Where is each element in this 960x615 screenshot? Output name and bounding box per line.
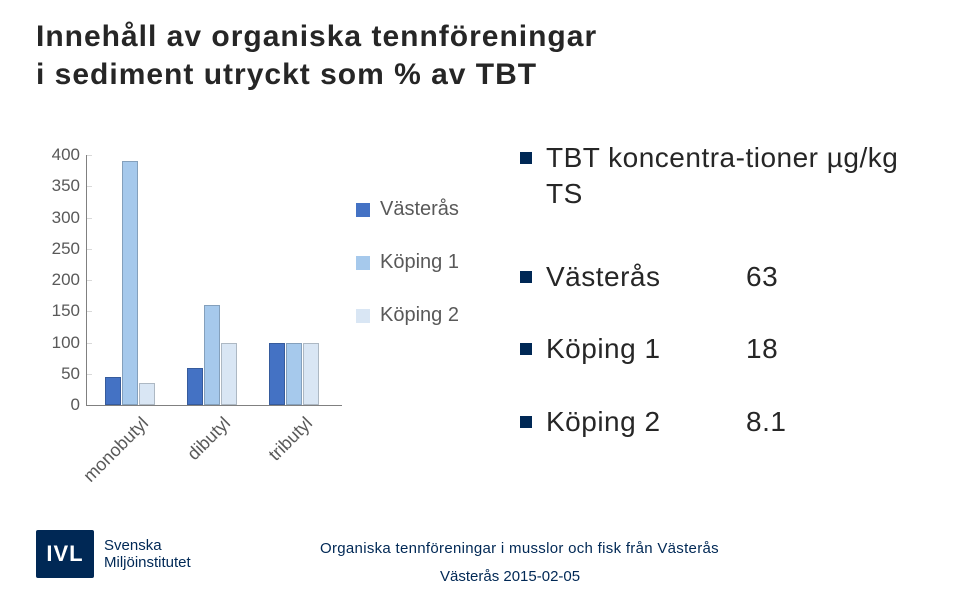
legend-item: Västerås bbox=[356, 198, 486, 221]
x-category-label: monobutyl bbox=[60, 413, 153, 506]
legend-label: Köping 2 bbox=[380, 304, 459, 327]
logo-line2: Miljöinstitutet bbox=[104, 554, 191, 571]
bar bbox=[221, 343, 237, 406]
bullet-place: Västerås bbox=[546, 259, 746, 295]
bullet-value: 8.1 bbox=[746, 406, 786, 437]
bullet-marker bbox=[520, 152, 532, 164]
chart-legend: Västerås Köping 1 Köping 2 bbox=[356, 198, 486, 357]
page-title: Innehåll av organiska tennföreningar i s… bbox=[36, 18, 597, 93]
legend-label: Köping 1 bbox=[380, 251, 459, 274]
bullet-place: Köping 2 bbox=[546, 404, 746, 440]
bullet-marker bbox=[520, 416, 532, 428]
bar bbox=[122, 161, 138, 405]
legend-item: Köping 2 bbox=[356, 304, 486, 327]
bullet-marker bbox=[520, 343, 532, 355]
legend-label: Västerås bbox=[380, 198, 459, 221]
y-tick-label: 0 bbox=[71, 395, 80, 415]
bullet-header: TBT koncentra-tioner µg/kg TS bbox=[520, 140, 920, 213]
ivl-logo: IVL Svenska Miljöinstitutet bbox=[36, 530, 191, 578]
bullet-item: Köping 28.1 bbox=[520, 404, 920, 440]
bar bbox=[204, 305, 220, 405]
bullet-item: Västerås63 bbox=[520, 259, 920, 295]
bar bbox=[286, 343, 302, 406]
y-tick-label: 100 bbox=[52, 333, 80, 353]
plot-area bbox=[86, 155, 342, 406]
footer-line: Organiska tennföreningar i musslor och f… bbox=[320, 540, 719, 557]
y-tick-label: 250 bbox=[52, 239, 80, 259]
bullet-item: Köping 118 bbox=[520, 331, 920, 367]
x-category-label: tributyl bbox=[224, 413, 317, 506]
y-tick-label: 200 bbox=[52, 270, 80, 290]
bar bbox=[303, 343, 319, 406]
bar bbox=[269, 343, 285, 406]
y-axis: 050100150200250300350400 bbox=[36, 155, 86, 405]
legend-item: Köping 1 bbox=[356, 251, 486, 274]
bullet-value: 63 bbox=[746, 261, 778, 292]
logo-text: Svenska Miljöinstitutet bbox=[104, 537, 191, 572]
bullet-marker bbox=[520, 271, 532, 283]
logo-line1: Svenska bbox=[104, 537, 191, 554]
y-tick-label: 350 bbox=[52, 176, 80, 196]
legend-swatch bbox=[356, 256, 370, 270]
x-category-label: dibutyl bbox=[142, 413, 235, 506]
bar bbox=[139, 383, 155, 405]
legend-swatch bbox=[356, 309, 370, 323]
y-tick-label: 400 bbox=[52, 145, 80, 165]
y-tick-label: 300 bbox=[52, 208, 80, 228]
y-tick-label: 50 bbox=[61, 364, 80, 384]
logo-abbr: IVL bbox=[36, 530, 94, 578]
legend-swatch bbox=[356, 203, 370, 217]
bullet-list: TBT koncentra-tioner µg/kg TS Västerås63 K… bbox=[520, 140, 920, 476]
bar bbox=[187, 368, 203, 406]
bar bbox=[105, 377, 121, 405]
footer-sub: Västerås 2015-02-05 bbox=[440, 568, 580, 585]
bullet-value: 18 bbox=[746, 333, 778, 364]
y-tick-label: 150 bbox=[52, 301, 80, 321]
bullet-header-text: TBT koncentra-tioner µg/kg TS bbox=[546, 142, 898, 209]
bullet-place: Köping 1 bbox=[546, 331, 746, 367]
